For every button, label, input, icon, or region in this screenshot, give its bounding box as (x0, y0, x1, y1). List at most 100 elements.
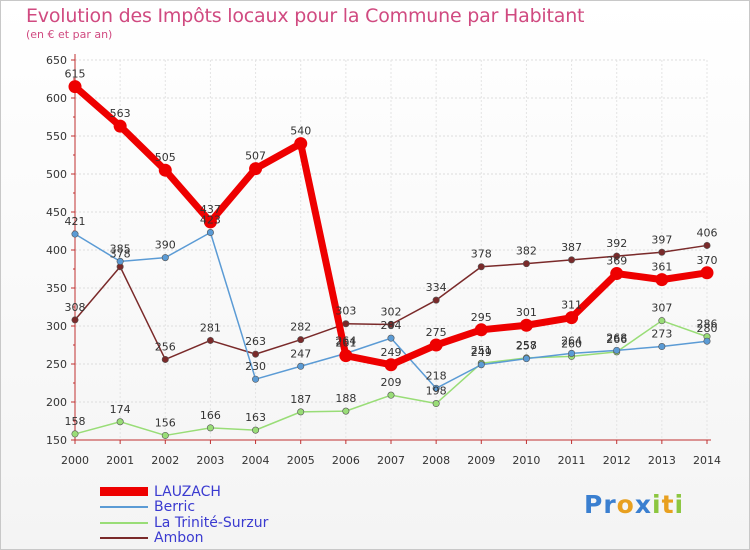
point-lauzach (68, 80, 82, 94)
data-label-ambon: 334 (426, 281, 447, 294)
y-tick-label: 650 (46, 54, 67, 67)
data-label-lauzach: 249 (381, 346, 402, 359)
point-berric (161, 254, 169, 262)
point-lauzach (384, 358, 398, 372)
x-tick-label: 2013 (648, 454, 676, 467)
point-la-trinit-surzur (297, 408, 305, 416)
point-la-trinit-surzur (387, 391, 395, 399)
point-la-trinit-surzur (252, 426, 260, 434)
legend-item: La Trinité-Surzur (100, 515, 268, 531)
data-label-berric: 249 (471, 346, 492, 359)
data-label-la-trinit-surzur: 260 (561, 337, 582, 350)
data-label-ambon: 263 (245, 335, 266, 348)
data-label-ambon: 281 (200, 321, 221, 334)
legend-swatch (100, 521, 148, 524)
data-label-berric: 280 (697, 322, 718, 335)
data-label-ambon: 397 (651, 233, 672, 246)
chart-title: Evolution des Impôts locaux pour la Comm… (26, 5, 585, 27)
y-tick-label: 550 (46, 130, 67, 143)
data-label-lauzach: 261 (335, 337, 356, 350)
data-label-berric: 218 (426, 369, 447, 382)
data-label-ambon: 406 (697, 226, 718, 239)
data-label-la-trinit-surzur: 251 (471, 344, 492, 357)
data-label-lauzach: 275 (426, 326, 447, 339)
data-label-lauzach: 505 (155, 151, 176, 164)
data-label-ambon: 303 (335, 305, 356, 318)
y-tick-label: 600 (46, 92, 67, 105)
data-label-berric: 390 (155, 239, 176, 252)
point-ambon (703, 241, 711, 249)
y-tick-label: 300 (46, 320, 67, 333)
logo-letter: r (603, 490, 617, 519)
point-berric (522, 355, 530, 363)
point-lauzach (519, 318, 533, 332)
data-label-ambon: 392 (606, 237, 627, 250)
point-ambon (387, 320, 395, 328)
point-ambon (161, 355, 169, 363)
legend-label: Berric (154, 499, 196, 516)
data-label-lauzach: 615 (65, 68, 86, 81)
point-ambon (297, 336, 305, 344)
point-lauzach (158, 163, 172, 177)
point-berric (613, 346, 621, 354)
chart-subtitle: (en € et par an) (26, 28, 113, 41)
data-label-berric: 264 (335, 334, 356, 347)
point-lauzach (610, 267, 624, 281)
proxiti-logo: Proxiti (584, 490, 684, 519)
point-ambon (522, 260, 530, 268)
logo-letter: P (584, 490, 604, 519)
point-berric (206, 229, 214, 237)
data-label-ambon: 282 (290, 321, 311, 334)
data-label-berric: 230 (245, 360, 266, 373)
point-la-trinit-surzur (206, 424, 214, 432)
data-label-lauzach: 563 (110, 107, 131, 120)
x-tick-label: 2011 (558, 454, 586, 467)
point-ambon (342, 320, 350, 328)
legend-swatch (100, 506, 148, 509)
data-label-lauzach: 369 (606, 255, 627, 268)
data-label-la-trinit-surzur: 158 (65, 415, 86, 428)
x-tick-label: 2004 (242, 454, 270, 467)
point-lauzach (113, 119, 127, 133)
point-ambon (71, 316, 79, 324)
point-lauzach (249, 162, 263, 176)
legend-item: LAUZACH (100, 484, 268, 500)
point-berric (387, 334, 395, 342)
x-tick-label: 2006 (332, 454, 360, 467)
logo-letter: x (634, 490, 652, 519)
point-berric (568, 349, 576, 357)
point-berric (252, 375, 260, 383)
data-label-la-trinit-surzur: 307 (651, 302, 672, 315)
legend: LAUZACH Berric La Trinité-Surzur Ambon (100, 484, 268, 546)
data-label-la-trinit-surzur: 209 (381, 376, 402, 389)
data-label-ambon: 378 (471, 248, 492, 261)
legend-swatch (100, 487, 148, 497)
data-label-berric: 273 (651, 328, 672, 341)
point-berric (477, 361, 485, 369)
y-tick-label: 350 (46, 282, 67, 295)
y-tick-label: 250 (46, 358, 67, 371)
data-label-ambon: 387 (561, 241, 582, 254)
point-berric (658, 343, 666, 351)
data-label-berric: 268 (606, 331, 627, 344)
point-la-trinit-surzur (432, 400, 440, 408)
point-berric (432, 384, 440, 392)
data-label-la-trinit-surzur: 163 (245, 411, 266, 424)
data-label-ambon: 308 (65, 301, 86, 314)
y-tick-label: 200 (46, 396, 67, 409)
data-label-lauzach: 361 (651, 261, 672, 274)
legend-label: LAUZACH (154, 483, 221, 500)
x-tick-label: 2012 (603, 454, 631, 467)
data-label-lauzach: 311 (561, 299, 582, 312)
point-lauzach (474, 323, 488, 337)
legend-swatch (100, 537, 148, 540)
data-label-la-trinit-surzur: 187 (290, 393, 311, 406)
y-tick-label: 400 (46, 244, 67, 257)
point-la-trinit-surzur (116, 418, 124, 426)
logo-letter: i (674, 490, 685, 519)
point-ambon (568, 256, 576, 264)
point-ambon (658, 248, 666, 256)
data-label-la-trinit-surzur: 198 (426, 385, 447, 398)
point-berric (703, 337, 711, 345)
